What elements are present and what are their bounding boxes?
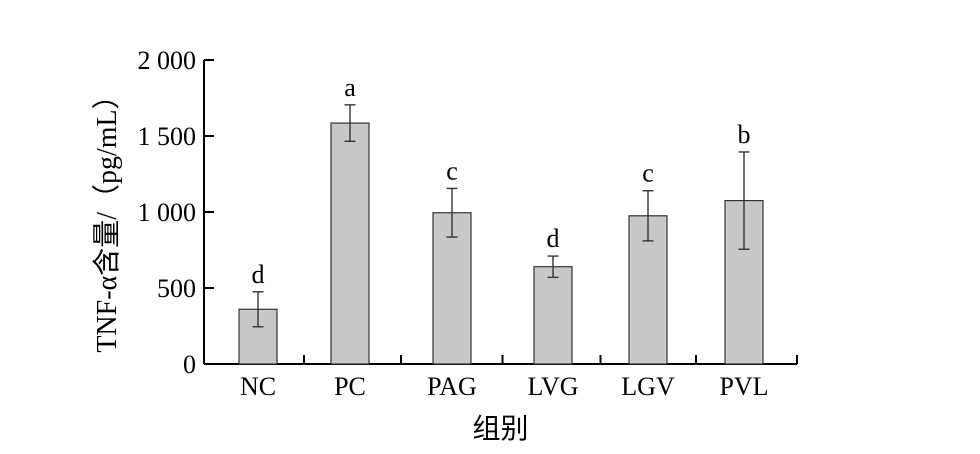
error-bar <box>344 104 356 143</box>
error-bar <box>252 291 264 328</box>
bar <box>432 212 472 365</box>
x-axis-title: 组别 <box>472 413 528 445</box>
bar <box>533 266 573 365</box>
y-tick-label: 1 500 <box>138 122 197 151</box>
bar <box>238 308 278 365</box>
axes <box>203 60 797 365</box>
error-bar <box>642 190 654 242</box>
x-tick-label: PAG <box>427 372 477 401</box>
y-tick-label: 500 <box>157 274 196 303</box>
x-tick-label: PVL <box>719 372 768 401</box>
category-labels: NC PC PAG LVG LGV PVL <box>240 372 769 401</box>
significance-labels: d a c d c b <box>252 73 751 289</box>
y-ticks: 0 500 1 000 1 500 2 000 <box>138 46 214 379</box>
y-tick-label: 2 000 <box>138 46 197 75</box>
error-bars <box>252 104 750 328</box>
significance-label: a <box>344 73 356 102</box>
error-bar <box>547 255 559 279</box>
y-tick-label: 0 <box>183 350 196 379</box>
x-tick-label: LGV <box>621 372 675 401</box>
x-ticks <box>303 355 798 364</box>
bar <box>330 122 370 365</box>
significance-label: d <box>252 260 265 289</box>
y-axis-title: TNF-α含量/（pg/mL） <box>91 81 123 352</box>
bars <box>238 122 764 365</box>
significance-label: b <box>738 120 751 149</box>
significance-label: c <box>642 159 654 188</box>
significance-label: d <box>547 224 560 253</box>
significance-label: c <box>446 156 458 185</box>
y-tick-label: 1 000 <box>138 198 197 227</box>
error-bar <box>738 151 750 250</box>
x-tick-label: PC <box>334 372 366 401</box>
x-tick-label: LVG <box>527 372 578 401</box>
error-bar <box>446 187 458 238</box>
x-tick-label: NC <box>240 372 276 401</box>
